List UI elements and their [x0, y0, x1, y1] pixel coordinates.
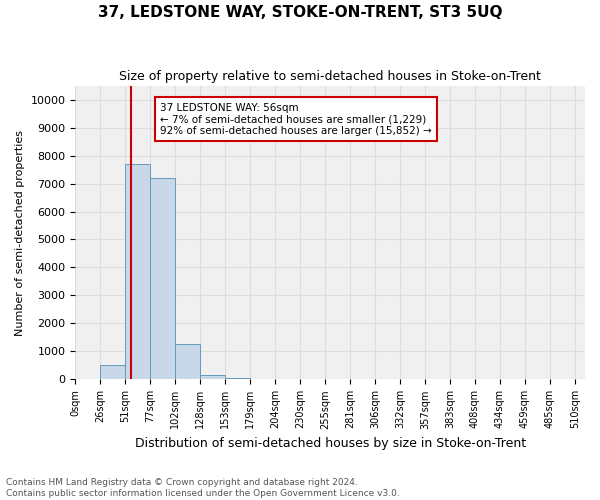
Bar: [250, 379, 275, 380]
Bar: [175, 344, 200, 380]
Title: Size of property relative to semi-detached houses in Stoke-on-Trent: Size of property relative to semi-detach…: [119, 70, 541, 83]
Y-axis label: Number of semi-detached properties: Number of semi-detached properties: [15, 130, 25, 336]
Text: 37, LEDSTONE WAY, STOKE-ON-TRENT, ST3 5UQ: 37, LEDSTONE WAY, STOKE-ON-TRENT, ST3 5U…: [98, 5, 502, 20]
Text: Contains HM Land Registry data © Crown copyright and database right 2024.
Contai: Contains HM Land Registry data © Crown c…: [6, 478, 400, 498]
X-axis label: Distribution of semi-detached houses by size in Stoke-on-Trent: Distribution of semi-detached houses by …: [134, 437, 526, 450]
Bar: [100, 366, 125, 380]
Bar: [200, 375, 225, 380]
Text: 37 LEDSTONE WAY: 56sqm
← 7% of semi-detached houses are smaller (1,229)
92% of s: 37 LEDSTONE WAY: 56sqm ← 7% of semi-deta…: [160, 102, 432, 136]
Bar: [225, 378, 250, 380]
Bar: [150, 178, 175, 380]
Bar: [125, 164, 150, 380]
